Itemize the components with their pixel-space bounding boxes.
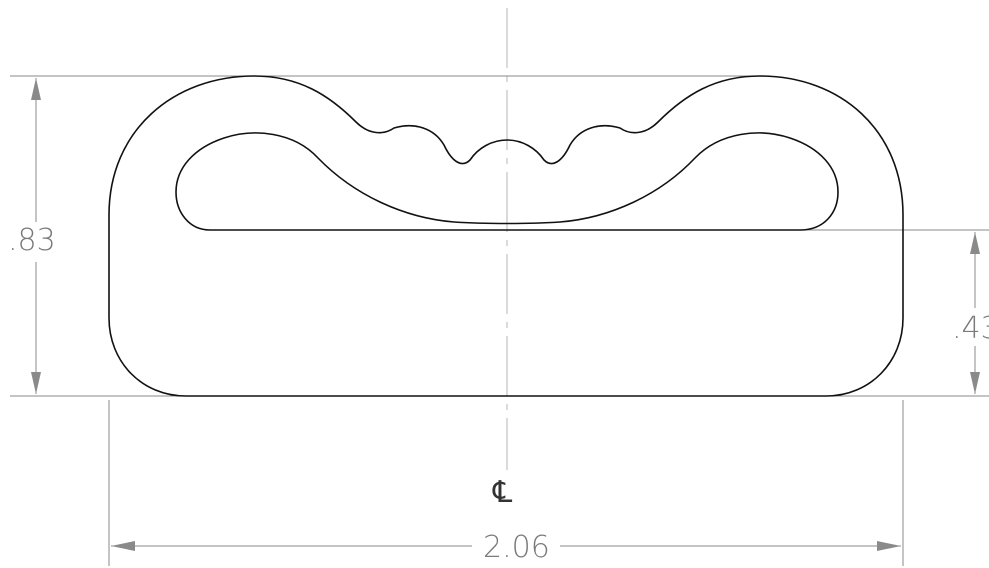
dimension-lower-height: .43 — [952, 232, 989, 394]
inner-cavity — [175, 132, 839, 231]
centerline-symbol: ℄ — [492, 475, 512, 510]
outer-profile — [108, 75, 904, 397]
dimension-label-overall-width: 2.06 — [483, 530, 550, 565]
dimension-overall-width: 2.06 — [111, 530, 901, 565]
dimension-label-overall-height: .83 — [8, 223, 56, 258]
dimension-overall-height: .83 — [8, 78, 56, 394]
dimension-label-lower-height: .43 — [952, 311, 989, 346]
